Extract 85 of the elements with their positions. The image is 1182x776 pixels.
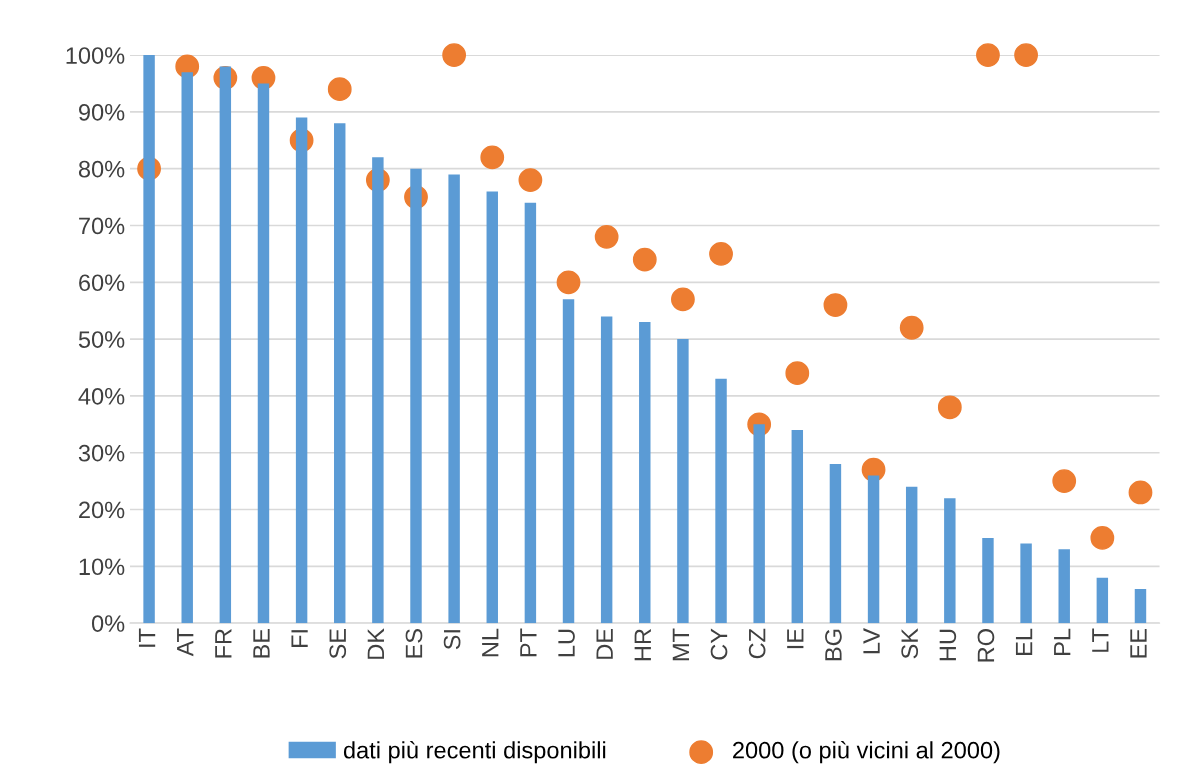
x-tick-label: LT	[1092, 628, 1109, 652]
x-tick-label: IT	[138, 628, 156, 647]
bar	[410, 168, 422, 624]
x-tick-label: HR	[634, 629, 651, 661]
bar	[1096, 577, 1109, 624]
y-tick-label: 50%	[78, 331, 125, 348]
y-tick-label: 40%	[78, 387, 125, 405]
x-tick-label: HU	[939, 629, 957, 661]
point	[480, 145, 505, 170]
point	[442, 43, 467, 67]
x-tick-label: PL	[1054, 628, 1071, 655]
point	[709, 242, 733, 266]
bar	[448, 174, 460, 624]
x-tick-label: AT	[177, 628, 194, 657]
x-tick-label: RO	[977, 629, 995, 662]
bar	[372, 157, 384, 624]
y-tick-label: 80%	[78, 160, 125, 178]
bar	[982, 537, 994, 624]
x-tick-label: FR	[215, 629, 232, 658]
x-tick-label: DK	[367, 628, 384, 659]
bar	[639, 322, 651, 624]
x-tick-label: CY	[710, 628, 728, 660]
bar	[1134, 589, 1147, 624]
x-tick-label: EE	[1130, 629, 1147, 658]
point	[785, 361, 810, 386]
bar	[715, 378, 727, 624]
point	[1052, 469, 1077, 494]
bar	[181, 72, 193, 624]
point	[594, 224, 619, 249]
point	[1128, 480, 1153, 505]
point	[556, 270, 581, 295]
bar	[143, 55, 155, 624]
x-tick-label: SE	[329, 629, 347, 659]
x-tick-label: DE	[596, 629, 613, 659]
bar	[677, 339, 689, 624]
y-tick-label: 20%	[79, 501, 125, 519]
point	[632, 247, 657, 272]
bar	[295, 117, 308, 624]
bar	[867, 475, 880, 624]
legend-label: dati più recenti disponibili	[343, 740, 606, 764]
x-tick-label: BG	[825, 629, 842, 661]
x-tick-label: MT	[672, 628, 690, 661]
x-tick-label: IE	[787, 629, 804, 649]
point	[823, 293, 848, 317]
y-tick-label: 60%	[79, 274, 125, 292]
x-tick-label: NL	[482, 628, 499, 657]
x-tick-label: ES	[405, 629, 423, 658]
bar	[1020, 543, 1032, 624]
point	[937, 395, 962, 420]
x-tick-label: FI	[291, 630, 308, 648]
x-tick-label: PT	[520, 628, 537, 657]
point	[899, 315, 924, 340]
point	[976, 43, 1000, 67]
y-tick-label: 100%	[66, 47, 125, 64]
x-tick-label: BE	[253, 629, 270, 658]
bar	[600, 316, 613, 624]
bar	[562, 299, 575, 624]
y-tick-label: 30%	[78, 444, 125, 462]
legend-label: 2000 (o più vicini al 2000)	[733, 740, 1000, 764]
point	[1014, 43, 1038, 67]
x-tick-label: SK	[901, 628, 919, 659]
point	[518, 168, 543, 192]
x-tick-label: SI	[443, 630, 461, 650]
x-tick-label: LU	[558, 629, 575, 657]
y-tick-label: 10%	[79, 558, 125, 576]
bar	[257, 83, 270, 624]
point	[671, 287, 695, 312]
y-tick-label: 0%	[91, 615, 125, 632]
bar	[219, 66, 232, 624]
bar	[791, 430, 804, 624]
bar	[829, 464, 842, 624]
bar	[905, 486, 918, 624]
bar	[753, 424, 765, 624]
point	[327, 77, 352, 102]
bar	[1058, 549, 1070, 624]
x-tick-label: LV	[863, 628, 880, 654]
bar	[944, 498, 956, 624]
y-tick-label: 90%	[79, 103, 125, 121]
bar	[524, 202, 537, 624]
point	[1090, 526, 1115, 550]
x-tick-label: EL	[1015, 628, 1033, 655]
y-tick-label: 70%	[79, 217, 125, 235]
bar	[486, 191, 498, 624]
bar	[334, 123, 346, 624]
x-tick-label: CZ	[748, 628, 766, 659]
